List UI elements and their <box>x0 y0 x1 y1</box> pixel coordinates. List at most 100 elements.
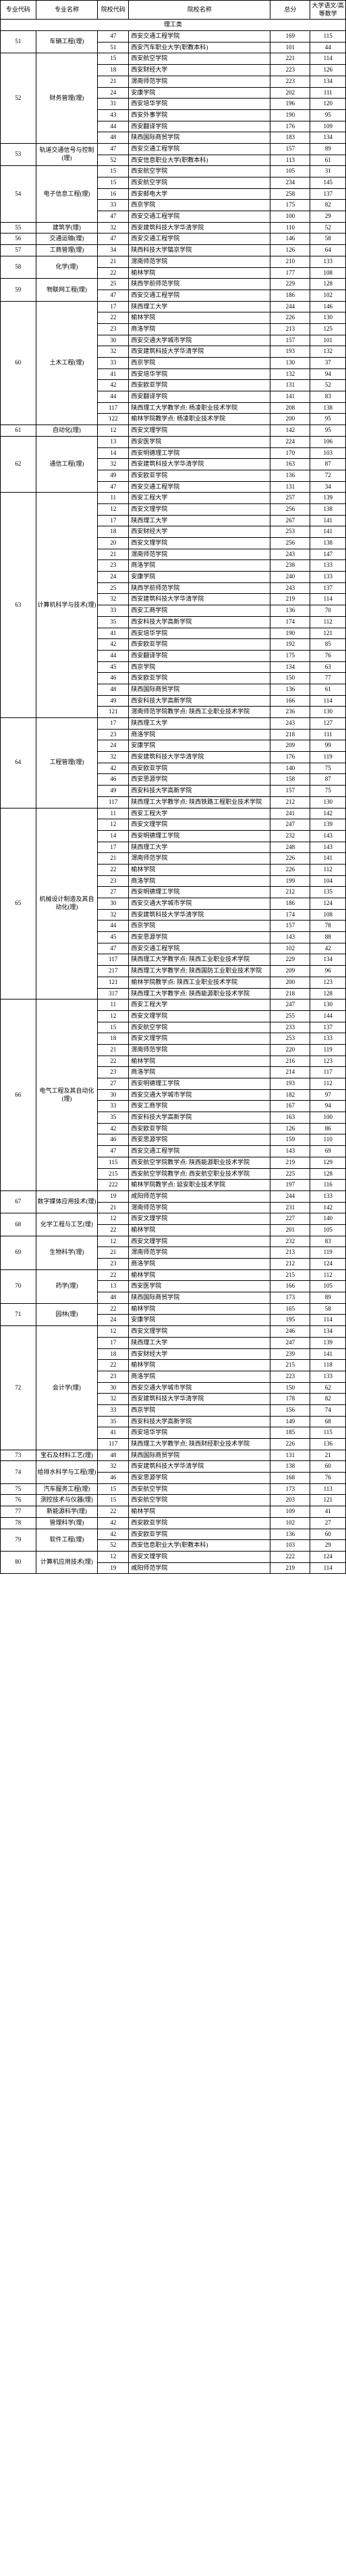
cell-sub: 134 <box>310 1326 346 1338</box>
cell-sub: 108 <box>310 909 346 921</box>
score-table: 专业代码 专业名称 院校代码 院校名称 总分 大学语文/高等数学 理工类 51车… <box>0 0 346 1574</box>
cell-school-code: 17 <box>98 718 129 730</box>
cell-total: 225 <box>270 1168 310 1180</box>
table-row: 66电气工程及其自动化(理)11西安工程大学247130 <box>1 999 346 1011</box>
cell-total: 216 <box>270 1056 310 1067</box>
cell-school-code: 121 <box>98 977 129 988</box>
cell-sub: 100 <box>310 1112 346 1124</box>
cell-school-code: 22 <box>98 1303 129 1315</box>
cell-school-name: 西安交通工程学院 <box>129 943 270 954</box>
cell-school-code: 42 <box>98 1517 129 1529</box>
cell-sub: 111 <box>310 729 346 740</box>
cell-school-code: 35 <box>98 616 129 628</box>
cell-total: 256 <box>270 538 310 549</box>
cell-school-code: 12 <box>98 1551 129 1562</box>
header-total: 总分 <box>270 1 310 20</box>
cell-school-name: 陕西学前师范学院 <box>129 279 270 290</box>
cell-total: 134 <box>270 661 310 673</box>
cell-major-name: 数字媒体应用技术(理) <box>36 1190 98 1213</box>
cell-sub: 75 <box>310 763 346 774</box>
cell-school-code: 17 <box>98 301 129 312</box>
cell-school-name: 西京学院 <box>129 661 270 673</box>
cell-sub: 41 <box>310 1506 346 1518</box>
cell-school-name: 商洛学院 <box>129 560 270 572</box>
cell-school-name: 西安医学院 <box>129 436 270 447</box>
table-row: 77新能源科学(理)22榆林学院10941 <box>1 1506 346 1518</box>
cell-school-name: 西安思源学院 <box>129 1134 270 1146</box>
cell-sub: 144 <box>310 1010 346 1022</box>
cell-sub: 68 <box>310 1416 346 1427</box>
cell-sub: 29 <box>310 1540 346 1552</box>
cell-school-code: 32 <box>98 222 129 234</box>
cell-school-name: 西安思源学院 <box>129 932 270 943</box>
cell-total: 186 <box>270 290 310 301</box>
cell-school-code: 42 <box>98 1123 129 1134</box>
cell-sub: 140 <box>310 1213 346 1225</box>
cell-sub: 99 <box>310 740 346 752</box>
cell-total: 138 <box>270 1461 310 1473</box>
cell-school-name: 西安科技大学高新学院 <box>129 786 270 797</box>
cell-school-code: 18 <box>98 1033 129 1045</box>
cell-school-name: 西安文理学院 <box>129 425 270 437</box>
cell-major-name: 建筑学(理) <box>36 222 98 234</box>
cell-school-name: 西安交通工程学院 <box>129 211 270 223</box>
cell-school-code: 15 <box>98 1022 129 1033</box>
cell-school-name: 陕西理工大学教学点: 杨凌职业技术学院 <box>129 402 270 414</box>
cell-sub: 104 <box>310 875 346 887</box>
cell-school-name: 西安欧亚学院 <box>129 1123 270 1134</box>
cell-school-code: 22 <box>98 312 129 324</box>
cell-major-name: 物联网工程(理) <box>36 279 98 301</box>
cell-school-code: 121 <box>98 707 129 718</box>
cell-school-code: 17 <box>98 515 129 526</box>
cell-sub: 114 <box>310 1315 346 1326</box>
cell-school-code: 22 <box>98 1224 129 1236</box>
cell-school-name: 西安文理学院 <box>129 538 270 549</box>
cell-school-code: 48 <box>98 684 129 695</box>
cell-major-name: 轨道交通信号与控制(理) <box>36 143 98 165</box>
cell-sub: 130 <box>310 312 346 324</box>
cell-total: 240 <box>270 572 310 583</box>
cell-total: 126 <box>270 1123 310 1134</box>
cell-school-name: 西安建筑科技大学华清学院 <box>129 752 270 763</box>
category-row: 理工类 <box>1 20 346 31</box>
cell-school-code: 21 <box>98 1044 129 1056</box>
cell-school-code: 11 <box>98 808 129 819</box>
cell-total: 157 <box>270 921 310 932</box>
cell-sub: 133 <box>310 1190 346 1202</box>
cell-school-code: 46 <box>98 673 129 684</box>
cell-total: 247 <box>270 819 310 831</box>
cell-school-name: 西安培华学院 <box>129 628 270 639</box>
cell-school-name: 安康学院 <box>129 740 270 752</box>
cell-school-name: 榆林学院 <box>129 312 270 324</box>
cell-sub: 120 <box>310 99 346 110</box>
cell-total: 110 <box>270 222 310 234</box>
cell-total: 209 <box>270 966 310 977</box>
cell-school-name: 西安工商学院 <box>129 1101 270 1112</box>
cell-total: 140 <box>270 763 310 774</box>
cell-school-code: 18 <box>98 1348 129 1360</box>
cell-school-name: 西安明德理工学院 <box>129 447 270 459</box>
cell-sub: 101 <box>310 335 346 346</box>
cell-school-code: 22 <box>98 1056 129 1067</box>
table-row: 53轨道交通信号与控制(理)47西安交通工程学院15789 <box>1 143 346 155</box>
table-row: 51车辆工程(理)47西安交通工程学院169115 <box>1 31 346 43</box>
cell-school-code: 22 <box>98 864 129 875</box>
cell-school-code: 44 <box>98 121 129 132</box>
cell-school-name: 渭南师范学院 <box>129 256 270 267</box>
cell-total: 244 <box>270 1190 310 1202</box>
cell-school-name: 西安交通工程学院 <box>129 290 270 301</box>
cell-sub: 105 <box>310 1281 346 1292</box>
cell-school-name: 西安建筑科技大学华清学院 <box>129 222 270 234</box>
cell-sub: 21 <box>310 1450 346 1461</box>
cell-sub: 134 <box>310 132 346 144</box>
cell-school-name: 西京学院 <box>129 358 270 369</box>
table-row: 65机械设计制造及其自动化(理)11西安工程大学241142 <box>1 808 346 819</box>
cell-school-code: 47 <box>98 481 129 493</box>
cell-sub: 86 <box>310 1123 346 1134</box>
cell-total: 185 <box>270 1427 310 1439</box>
cell-total: 195 <box>270 1315 310 1326</box>
cell-sub: 133 <box>310 560 346 572</box>
cell-school-name: 商洛学院 <box>129 323 270 335</box>
cell-total: 243 <box>270 582 310 594</box>
cell-sub: 112 <box>310 864 346 875</box>
